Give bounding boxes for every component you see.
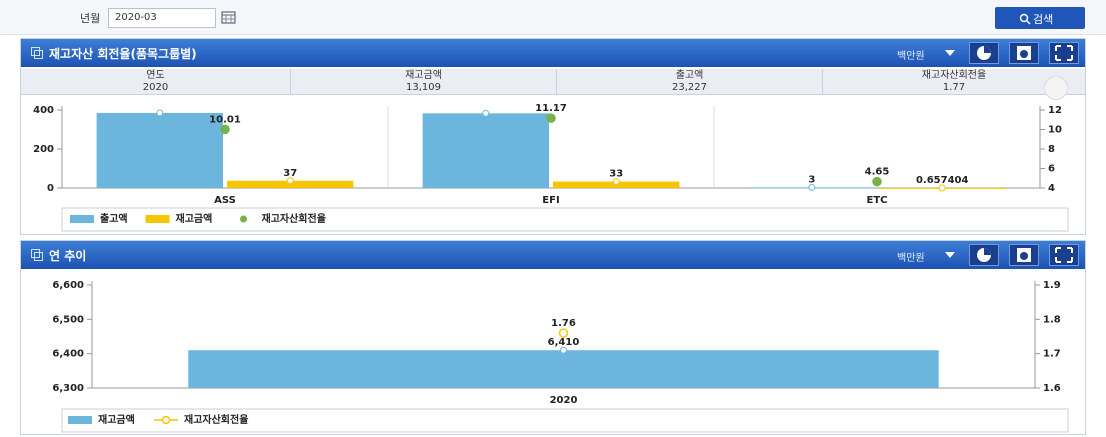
bar-marker xyxy=(938,184,946,192)
x-tick-label: ASS xyxy=(214,195,236,206)
point xyxy=(558,328,569,338)
legend-swatch xyxy=(161,415,171,425)
data-label: 37 xyxy=(283,168,297,179)
expand-button[interactable] xyxy=(1049,244,1079,266)
legend-swatch xyxy=(68,416,92,424)
data-label: 6,410 xyxy=(548,337,580,348)
calendar-icon[interactable] xyxy=(221,10,237,25)
legend-swatch xyxy=(240,215,247,223)
panel-icon xyxy=(31,47,43,59)
export-button[interactable] xyxy=(1009,42,1039,64)
bar-marker xyxy=(560,346,567,354)
x-tick-label: EFI xyxy=(542,195,559,206)
summary-cell: 재고자산회전율 1.77 xyxy=(823,69,1085,95)
legend-label: 출고액 xyxy=(100,212,128,225)
panel-title: 연 추이 xyxy=(49,249,87,263)
y2-tick-label: 6 xyxy=(1048,164,1055,175)
y-tick-label: 6,400 xyxy=(52,349,84,360)
data-label: 3 xyxy=(808,174,815,185)
summary-value: 1.77 xyxy=(942,82,966,93)
legend-label: 재고금액 xyxy=(98,413,135,426)
panel: 연 추이 백만원 xyxy=(20,240,1086,435)
expand-button[interactable] xyxy=(1049,42,1079,64)
data-label: 0.657404 xyxy=(916,175,969,186)
panel-icon xyxy=(31,249,43,261)
y-tick-label: 6,300 xyxy=(52,383,84,394)
month-label: 년월 xyxy=(80,12,101,25)
pie-button[interactable] xyxy=(969,42,999,64)
legend-label: 재고금액 xyxy=(176,212,213,225)
legend-swatch xyxy=(70,215,94,223)
bar-marker xyxy=(156,109,164,117)
bar xyxy=(422,113,549,188)
bar xyxy=(188,350,939,388)
data-label: 33 xyxy=(609,169,623,180)
export-button[interactable] xyxy=(1009,244,1039,266)
y-tick-label: 6,500 xyxy=(52,314,84,325)
summary-cell: 연도 2020 xyxy=(21,69,291,95)
data-label: 1.76 xyxy=(551,318,576,329)
y2-tick-label: 1.6 xyxy=(1043,383,1061,394)
y2-tick-label: 4 xyxy=(1048,183,1055,194)
y2-tick-label: 8 xyxy=(1048,144,1055,155)
summary-cell: 출고액 23,227 xyxy=(557,69,823,95)
unit-select[interactable]: 백만원 xyxy=(897,253,925,264)
bar-marker xyxy=(612,178,620,186)
point xyxy=(220,124,230,135)
bar-marker xyxy=(286,177,294,185)
search-button[interactable]: 검색 xyxy=(995,7,1085,29)
panel: 재고자산 회전율(품목그룹별) 백만원 연도 2020 재고금액 13,109 출고… xyxy=(20,38,1086,235)
y2-tick-label: 1.8 xyxy=(1043,314,1061,325)
y2-tick-label: 1.9 xyxy=(1043,280,1061,291)
summary-label: 연도 xyxy=(146,70,165,81)
point xyxy=(872,176,882,187)
summary-value: 2020 xyxy=(142,82,169,93)
search-icon xyxy=(1019,13,1031,25)
unit-select[interactable]: 백만원 xyxy=(897,51,925,62)
summary-label: 출고액 xyxy=(675,70,704,81)
y2-tick-label: 10 xyxy=(1048,125,1062,136)
point xyxy=(546,113,556,123)
pie-button[interactable] xyxy=(969,244,999,266)
legend-box xyxy=(61,408,1069,433)
panel-header: 연 추이 백만원 xyxy=(21,241,1085,269)
month-input[interactable]: 2020-03 xyxy=(108,8,216,28)
x-tick-label: 2020 xyxy=(550,395,578,406)
bar-marker xyxy=(808,183,816,191)
y2-tick-label: 12 xyxy=(1048,105,1062,116)
panel-header: 재고자산 회전율(품목그룹별) 백만원 xyxy=(21,39,1085,67)
legend-swatch xyxy=(145,215,170,223)
summary-label: 재고자산회전율 xyxy=(921,70,987,81)
legend-box xyxy=(61,207,1069,232)
legend-label: 재고자산회전율 xyxy=(262,212,326,225)
x-tick-label: ETC xyxy=(867,195,888,206)
data-label: 4.65 xyxy=(865,167,890,178)
download-button[interactable] xyxy=(1044,76,1068,100)
summary-value: 23,227 xyxy=(672,82,707,93)
data-label: 11.17 xyxy=(535,103,567,114)
summary-label: 재고금액 xyxy=(405,70,442,81)
summary-value: 13,109 xyxy=(406,82,441,93)
summary-cell: 재고금액 13,109 xyxy=(291,69,557,95)
dropdown-arrow[interactable] xyxy=(945,50,955,57)
search-button-text: 검색 xyxy=(1033,13,1054,26)
y-tick-label: 6,600 xyxy=(52,280,84,291)
search-bar: 년월 2020-03 검색 xyxy=(0,0,1106,35)
bar xyxy=(96,112,223,188)
y-tick-label: 200 xyxy=(33,144,54,155)
bar-marker xyxy=(482,109,490,117)
bar xyxy=(227,180,354,188)
data-label: 10.01 xyxy=(209,114,241,125)
panel-title: 재고자산 회전율(품목그룹별) xyxy=(49,47,197,61)
y-tick-label: 0 xyxy=(47,183,54,194)
legend-label: 재고자산회전율 xyxy=(184,413,248,426)
dropdown-arrow[interactable] xyxy=(945,252,955,259)
y-tick-label: 400 xyxy=(33,105,54,116)
y2-tick-label: 1.7 xyxy=(1043,349,1061,360)
